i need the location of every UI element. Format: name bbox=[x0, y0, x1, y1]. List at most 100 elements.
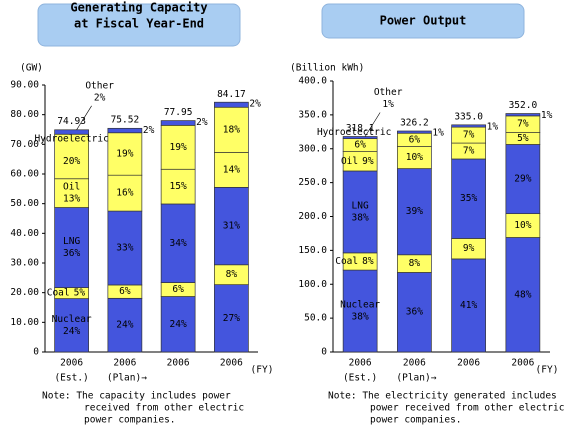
bar-segment bbox=[54, 207, 89, 288]
share-label: 38% bbox=[352, 312, 369, 323]
x-annotation: (Est.) bbox=[343, 373, 377, 384]
title-box bbox=[37, 3, 241, 47]
share-label: 36% bbox=[63, 248, 80, 259]
share-label: 18% bbox=[223, 124, 240, 135]
share-label: 31% bbox=[223, 221, 240, 232]
y-tick-label: 250.0 bbox=[298, 177, 327, 188]
y-tick-label: 0 bbox=[33, 347, 39, 358]
bar-segment bbox=[214, 101, 249, 108]
y-tick-label: 80.00 bbox=[10, 109, 39, 120]
y-tick-label: 300.0 bbox=[298, 143, 327, 154]
share-label: 38% bbox=[352, 212, 369, 223]
share-label: 14% bbox=[223, 164, 240, 175]
bar-segment bbox=[54, 298, 89, 353]
share-label: 13% bbox=[63, 194, 80, 205]
series-name: Oil bbox=[341, 156, 358, 167]
share-label: 35% bbox=[460, 193, 477, 204]
bar-segment bbox=[397, 130, 432, 134]
x-tick-label: 2006 bbox=[457, 358, 480, 369]
share-label: 24% bbox=[170, 319, 187, 330]
share-label: 8% bbox=[409, 258, 421, 269]
bar-segment bbox=[214, 151, 249, 188]
total-label: 352.0 bbox=[509, 100, 538, 111]
x-annotation: (Plan)→ bbox=[396, 373, 436, 384]
series-name: Oil bbox=[63, 182, 80, 193]
y-tick-label: 100.0 bbox=[298, 279, 327, 290]
bar-segment bbox=[342, 136, 378, 140]
share-label: 48% bbox=[514, 289, 531, 300]
bar-segment bbox=[107, 174, 143, 212]
share-label: 7% bbox=[463, 146, 475, 157]
share-label: 2% bbox=[143, 125, 155, 136]
bar-segment bbox=[160, 203, 196, 283]
share-label: 39% bbox=[406, 206, 423, 217]
share-label: 10% bbox=[514, 220, 531, 231]
share-label: 29% bbox=[514, 174, 531, 185]
x-tick-label: 2006 bbox=[113, 358, 136, 369]
share-label: 34% bbox=[170, 238, 187, 249]
bar-segment bbox=[160, 168, 196, 205]
share-label: 2% bbox=[196, 117, 208, 128]
title-box bbox=[321, 3, 525, 39]
total-label: 326.2 bbox=[400, 117, 429, 128]
share-label: 5% bbox=[74, 288, 86, 299]
y-tick-label: 50.0 bbox=[304, 313, 327, 324]
share-label: 2% bbox=[249, 99, 261, 110]
series-name: Nuclear bbox=[340, 300, 380, 311]
y-tick-label: 400.0 bbox=[298, 76, 327, 87]
series-name: Coal bbox=[47, 288, 70, 299]
series-name: Nuclear bbox=[52, 314, 92, 325]
share-label: 1% bbox=[432, 127, 444, 138]
note: power companies. bbox=[370, 415, 462, 426]
share-label: 8% bbox=[226, 269, 238, 280]
y-tick-label: 350.0 bbox=[298, 109, 327, 120]
bar-segment bbox=[214, 106, 249, 153]
total-label: 75.52 bbox=[111, 114, 140, 125]
share-label: 24% bbox=[116, 320, 133, 331]
share-label: 1% bbox=[541, 110, 553, 121]
share-label: 7% bbox=[463, 130, 475, 141]
share-label: 36% bbox=[406, 307, 423, 318]
x-annotation: (Plan)→ bbox=[107, 373, 147, 384]
chart-title: Generating Capacity bbox=[70, 1, 207, 15]
share-label: 6% bbox=[172, 284, 184, 295]
share-label: 9% bbox=[362, 156, 374, 167]
y-axis-label: (GW) bbox=[20, 63, 43, 74]
x-tick-label: 2006 bbox=[167, 358, 190, 369]
y-tick-label: 20.00 bbox=[10, 287, 39, 298]
note: power received from other electric bbox=[370, 403, 564, 414]
total-label: 318.1 bbox=[346, 123, 375, 134]
series-name: LNG bbox=[352, 200, 369, 211]
y-tick-label: 70.00 bbox=[10, 139, 39, 150]
bar-segment bbox=[107, 127, 143, 134]
chart-title: Power Output bbox=[380, 14, 467, 28]
y-axis-label: (Billion kWh) bbox=[290, 63, 364, 74]
y-tick-label: 200.0 bbox=[298, 211, 327, 222]
bar-segment bbox=[160, 296, 196, 353]
y-tick-label: 90.00 bbox=[10, 80, 39, 91]
bar-segment bbox=[505, 113, 541, 117]
share-label: 5% bbox=[517, 133, 529, 144]
x-tick-label: 2006 bbox=[511, 358, 534, 369]
x-axis-label: (FY) bbox=[251, 365, 274, 376]
bar-segment bbox=[451, 124, 486, 128]
x-tick-label: 2006 bbox=[60, 358, 83, 369]
series-name: Other bbox=[85, 80, 114, 91]
bar-segment bbox=[107, 210, 143, 286]
total-label: 77.95 bbox=[164, 107, 193, 118]
bar-segment bbox=[214, 187, 249, 266]
series-name: Hydroelectric bbox=[317, 127, 391, 138]
share-label: 6% bbox=[119, 286, 131, 297]
share-label: 2% bbox=[94, 92, 106, 103]
x-tick-label: 2006 bbox=[349, 358, 372, 369]
series-name: LNG bbox=[63, 236, 80, 247]
share-label: 15% bbox=[170, 181, 187, 192]
series-name: Hydroelectric bbox=[34, 134, 108, 145]
y-tick-label: 40.00 bbox=[10, 228, 39, 239]
share-label: 8% bbox=[362, 256, 374, 267]
series-name: Other bbox=[374, 87, 403, 98]
bar-segment bbox=[397, 168, 432, 256]
bar-segment bbox=[107, 297, 143, 353]
note: Note: The capacity includes power bbox=[42, 391, 231, 402]
share-label: 6% bbox=[354, 140, 366, 151]
